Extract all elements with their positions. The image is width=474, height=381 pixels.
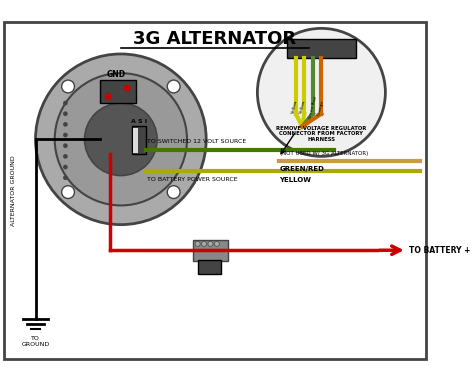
Circle shape — [105, 93, 111, 100]
Circle shape — [63, 165, 68, 170]
Text: Green Rod: Green Rod — [308, 96, 318, 119]
FancyBboxPatch shape — [287, 39, 356, 58]
Text: Yellow: Yellow — [299, 100, 307, 114]
Circle shape — [63, 111, 68, 116]
Text: (NOT USED W/ 3G ALTERNATOR): (NOT USED W/ 3G ALTERNATOR) — [280, 150, 368, 155]
Text: TO BATTERY +: TO BATTERY + — [409, 246, 470, 255]
Text: TO BATTERY POWER SOURCE: TO BATTERY POWER SOURCE — [147, 177, 238, 182]
FancyBboxPatch shape — [193, 240, 228, 261]
Circle shape — [63, 154, 68, 159]
Text: ALTERNATOR GROUND: ALTERNATOR GROUND — [11, 155, 16, 226]
Text: TO SWITCHED 12 VOLT SOURCE: TO SWITCHED 12 VOLT SOURCE — [147, 139, 246, 144]
Circle shape — [208, 241, 213, 247]
Circle shape — [63, 101, 68, 106]
Circle shape — [63, 143, 68, 148]
Circle shape — [214, 241, 219, 247]
Circle shape — [62, 186, 74, 199]
Circle shape — [201, 241, 207, 247]
Text: GND: GND — [107, 70, 126, 79]
Text: TO
GROUND: TO GROUND — [21, 336, 50, 347]
Circle shape — [124, 85, 131, 91]
Text: Orange: Orange — [317, 99, 325, 115]
Text: A S I: A S I — [131, 119, 147, 124]
Circle shape — [167, 80, 180, 93]
Circle shape — [55, 73, 187, 205]
Circle shape — [36, 54, 206, 225]
Circle shape — [63, 122, 68, 127]
Circle shape — [63, 133, 68, 138]
Text: REMOVE VOLTAGE REGULATOR
CONNECTOR FROM FACTORY
HARNESS: REMOVE VOLTAGE REGULATOR CONNECTOR FROM … — [276, 126, 366, 142]
Text: 3G ALTERNATOR: 3G ALTERNATOR — [133, 30, 296, 48]
Circle shape — [167, 186, 180, 199]
FancyBboxPatch shape — [131, 126, 146, 154]
Text: YELLOW: YELLOW — [280, 177, 311, 183]
Circle shape — [195, 241, 200, 247]
Text: GREEN/RED: GREEN/RED — [280, 166, 324, 172]
FancyBboxPatch shape — [3, 22, 426, 359]
Circle shape — [63, 175, 68, 180]
FancyBboxPatch shape — [198, 260, 221, 274]
Text: Yellow: Yellow — [291, 100, 298, 114]
Circle shape — [84, 103, 157, 176]
Circle shape — [257, 28, 385, 156]
FancyBboxPatch shape — [100, 80, 136, 103]
FancyBboxPatch shape — [133, 128, 138, 154]
Circle shape — [62, 80, 74, 93]
